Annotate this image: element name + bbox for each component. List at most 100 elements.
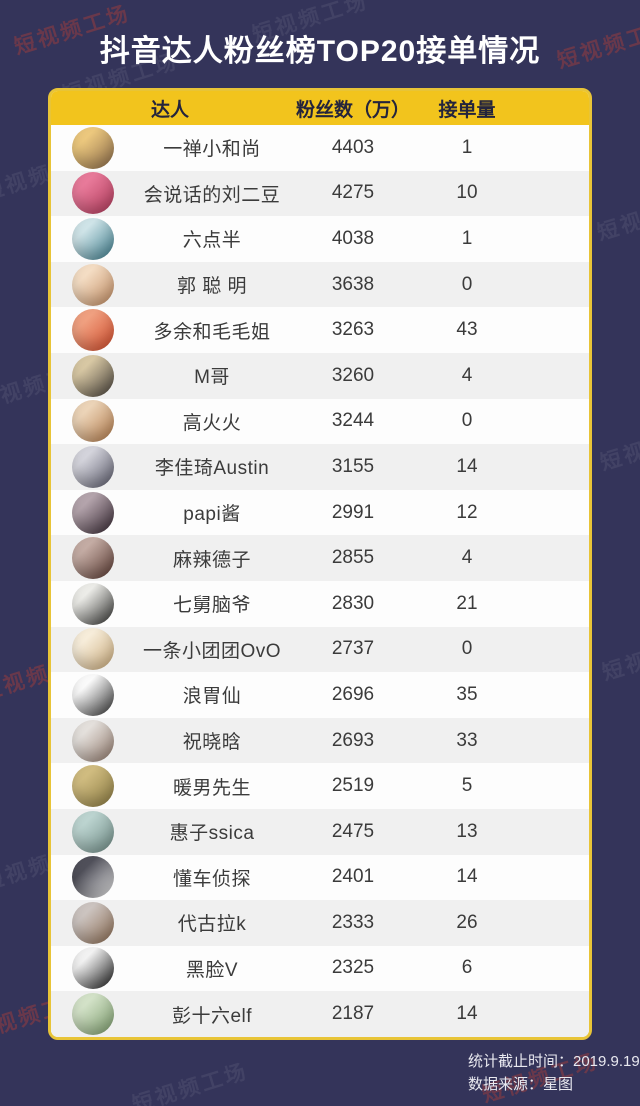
orders-count: 0 bbox=[461, 273, 473, 295]
fans-count: 2325 bbox=[331, 957, 375, 979]
influencer-name: papi酱 bbox=[183, 504, 241, 526]
influencer-name: 一禅小和尚 bbox=[163, 139, 261, 161]
table-row: 代古拉k 2333 26 bbox=[51, 900, 589, 946]
table-row: 祝晓晗 2693 33 bbox=[51, 717, 589, 764]
avatar-cell bbox=[51, 628, 135, 671]
orders-count: 14 bbox=[456, 455, 478, 477]
influencer-avatar bbox=[72, 400, 114, 443]
influencer-avatar bbox=[72, 354, 114, 397]
table-row: 六点半 4038 1 bbox=[51, 216, 589, 262]
fans-count: 3638 bbox=[331, 273, 375, 295]
influencer-avatar bbox=[72, 263, 114, 306]
influencer-name: 会说话的刘二豆 bbox=[143, 184, 281, 206]
table-row: 多余和毛毛姐 3263 43 bbox=[51, 307, 589, 353]
influencer-avatar bbox=[72, 491, 114, 534]
orders-count: 13 bbox=[456, 820, 478, 842]
orders-count: 33 bbox=[456, 729, 478, 751]
orders-count: 43 bbox=[456, 319, 478, 341]
orders-count: 26 bbox=[456, 911, 478, 933]
avatar-cell bbox=[51, 810, 135, 853]
influencer-name: 暖男先生 bbox=[172, 777, 251, 799]
watermark-text: 短视频工场 bbox=[597, 417, 640, 475]
avatar-cell bbox=[51, 445, 135, 488]
orders-count: 1 bbox=[461, 227, 473, 249]
fans-count: 2737 bbox=[331, 638, 375, 660]
table-row: 暖男先生 2519 5 bbox=[51, 763, 589, 809]
table-row: 李佳琦Austin 3155 14 bbox=[51, 444, 589, 490]
fans-count: 4403 bbox=[331, 136, 375, 158]
table-row: 会说话的刘二豆 4275 10 bbox=[51, 170, 589, 217]
avatar-cell bbox=[51, 354, 135, 397]
fans-count: 3260 bbox=[331, 364, 375, 386]
table-row: papi酱 2991 12 bbox=[51, 489, 589, 536]
avatar-cell bbox=[51, 765, 135, 808]
fans-count: 2401 bbox=[331, 866, 375, 888]
table-row: 懂车侦探 2401 14 bbox=[51, 854, 589, 901]
avatar-cell bbox=[51, 491, 135, 534]
avatar-cell bbox=[51, 217, 135, 260]
avatar-cell bbox=[51, 400, 135, 443]
watermark-text: 短视频工场 bbox=[594, 187, 640, 245]
influencer-avatar bbox=[72, 126, 114, 169]
avatar-cell bbox=[51, 673, 135, 716]
avatar-cell bbox=[51, 126, 135, 169]
fans-count: 2519 bbox=[331, 775, 375, 797]
influencer-avatar bbox=[72, 628, 114, 671]
table-body: 一禅小和尚 4403 1 会说话的刘二豆 4275 10 六点半 4038 1 … bbox=[51, 125, 589, 1037]
table-header-row: 达人 粉丝数（万） 接单量 bbox=[51, 91, 589, 125]
influencer-name: 一条小团团OvO bbox=[142, 640, 282, 662]
influencer-avatar bbox=[72, 993, 114, 1036]
fans-count: 2187 bbox=[331, 1003, 375, 1025]
influencer-avatar bbox=[72, 445, 114, 488]
avatar-cell bbox=[51, 582, 135, 625]
influencer-avatar bbox=[72, 537, 114, 580]
fans-count: 3263 bbox=[331, 319, 375, 341]
influencer-avatar bbox=[72, 856, 114, 899]
influencer-name: 彭十六elf bbox=[171, 1005, 253, 1027]
fans-count: 4038 bbox=[331, 227, 375, 249]
orders-count: 21 bbox=[456, 592, 478, 614]
orders-count: 10 bbox=[456, 182, 478, 204]
influencer-name: 祝晓晗 bbox=[182, 732, 242, 754]
table-row: 彭十六elf 2187 14 bbox=[51, 991, 589, 1037]
influencer-name: 高火火 bbox=[182, 412, 242, 434]
fans-count: 2475 bbox=[331, 820, 375, 842]
fans-count: 4275 bbox=[331, 182, 375, 204]
orders-count: 35 bbox=[456, 683, 478, 705]
table-row: 黑脸V 2325 6 bbox=[51, 945, 589, 992]
table-row: 浪胃仙 2696 35 bbox=[51, 672, 589, 718]
table-row: M哥 3260 4 bbox=[51, 352, 589, 399]
influencer-name: 黑脸V bbox=[185, 959, 239, 981]
table-row: 七舅脑爷 2830 21 bbox=[51, 580, 589, 627]
avatar-cell bbox=[51, 901, 135, 944]
orders-count: 14 bbox=[456, 1003, 478, 1025]
table-row: 郭 聪 明 3638 0 bbox=[51, 261, 589, 308]
fans-count: 2855 bbox=[331, 547, 375, 569]
watermark-text: 短视频工场 bbox=[129, 1059, 252, 1106]
influencer-avatar bbox=[72, 947, 114, 990]
footer-notes: 统计截止时间：2019.9.19 数据来源：星图 bbox=[468, 1050, 640, 1096]
influencer-name: 惠子ssica bbox=[169, 823, 255, 845]
table-row: 麻辣德子 2855 4 bbox=[51, 535, 589, 581]
influencer-name: 六点半 bbox=[182, 230, 242, 252]
influencer-avatar bbox=[72, 810, 114, 853]
orders-count: 4 bbox=[461, 547, 473, 569]
influencer-name: 郭 聪 明 bbox=[176, 276, 248, 298]
table-row: 一禅小和尚 4403 1 bbox=[51, 125, 589, 171]
ranking-table-card: 达人 粉丝数（万） 接单量 一禅小和尚 4403 1 会说话的刘二豆 4275 … bbox=[48, 88, 592, 1040]
column-header-orders: 接单量 bbox=[438, 99, 496, 121]
watermark-text: 短视频工场 bbox=[599, 627, 640, 685]
avatar-cell bbox=[51, 263, 135, 306]
influencer-avatar bbox=[72, 901, 114, 944]
avatar-cell bbox=[51, 309, 135, 352]
orders-count: 14 bbox=[456, 866, 478, 888]
influencer-name: 浪胃仙 bbox=[182, 686, 242, 708]
fans-count: 2693 bbox=[331, 729, 375, 751]
avatar-cell bbox=[51, 856, 135, 899]
stat-deadline: 统计截止时间：2019.9.19 bbox=[468, 1053, 640, 1070]
avatar-cell bbox=[51, 172, 135, 215]
influencer-name: 七舅脑爷 bbox=[172, 595, 251, 617]
influencer-avatar bbox=[72, 217, 114, 260]
orders-count: 0 bbox=[461, 410, 473, 432]
